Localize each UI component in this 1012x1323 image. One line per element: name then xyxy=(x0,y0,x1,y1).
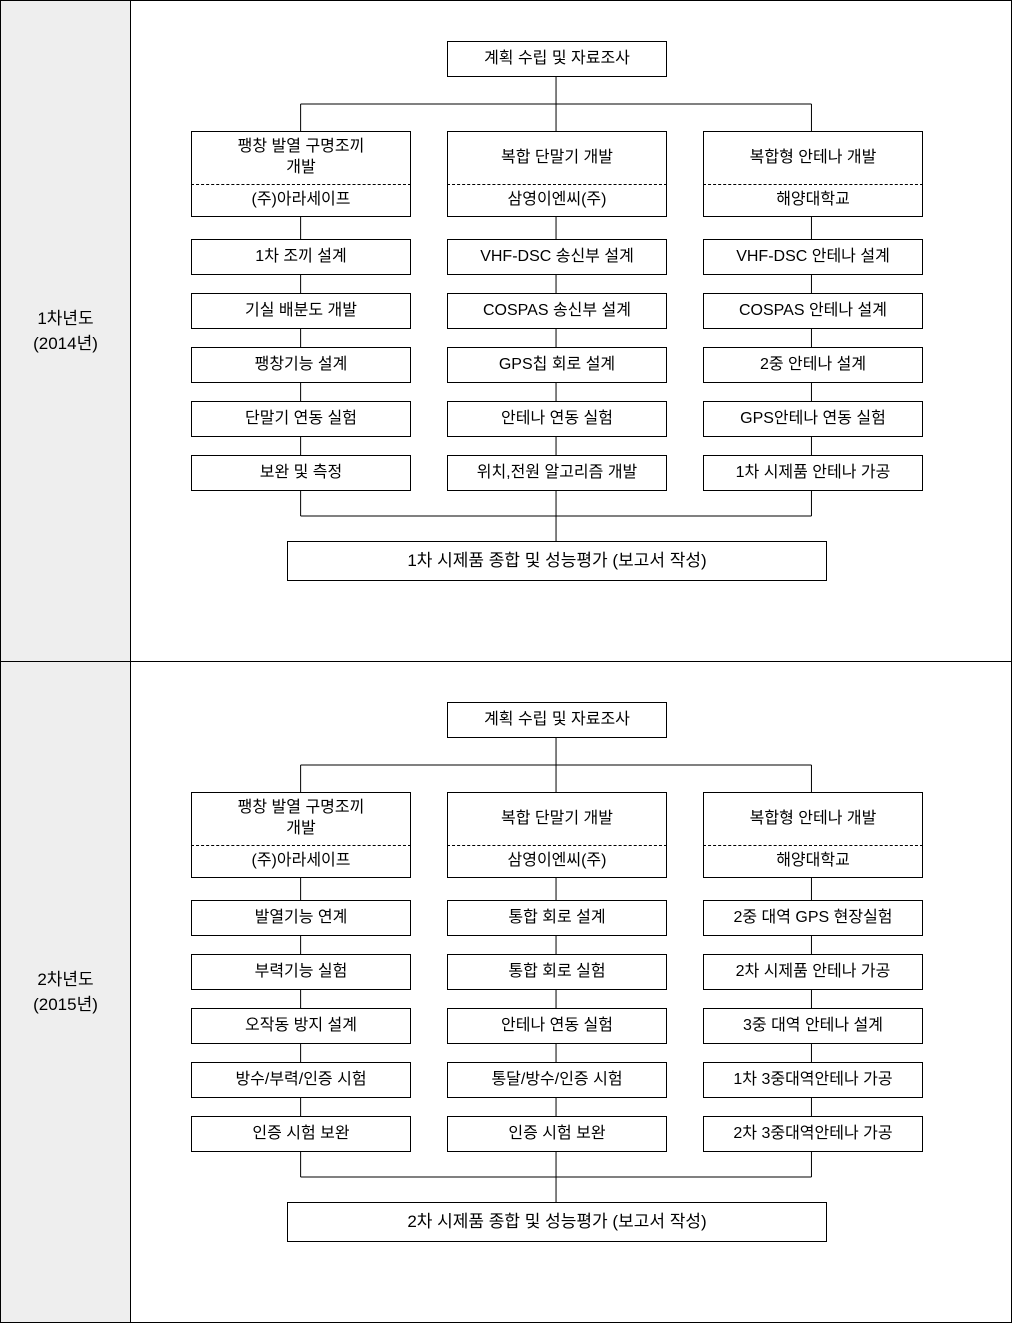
task-box: 1차 3중대역안테나 가공 xyxy=(703,1062,923,1098)
task-box: VHF-DSC 송신부 설계 xyxy=(447,239,667,275)
branch-head: 복합형 안테나 개발 xyxy=(703,792,923,846)
branch-sub: 삼영이엔씨(주) xyxy=(447,185,667,217)
task-box: 2중 안테나 설계 xyxy=(703,347,923,383)
task-box: 2차 3중대역안테나 가공 xyxy=(703,1116,923,1152)
top-title-box: 계획 수립 및 자료조사 xyxy=(447,702,667,738)
task-box: 오작동 방지 설계 xyxy=(191,1008,411,1044)
task-box: 통합 회로 설계 xyxy=(447,900,667,936)
year-label-line2: (2014년) xyxy=(33,331,98,357)
top-title-box: 계획 수립 및 자료조사 xyxy=(447,41,667,77)
task-box: 보완 및 측정 xyxy=(191,455,411,491)
diagram-cell: 계획 수립 및 자료조사팽창 발열 구명조끼 개발(주)아라세이프발열기능 연계… xyxy=(131,662,1011,1322)
task-box: 발열기능 연계 xyxy=(191,900,411,936)
branch-sub: 해양대학교 xyxy=(703,185,923,217)
task-box: 안테나 연동 실험 xyxy=(447,401,667,437)
year-label-line1: 2차년도 xyxy=(37,967,93,993)
task-box: 2차 시제품 안테나 가공 xyxy=(703,954,923,990)
year-label: 1차년도(2014년) xyxy=(1,1,131,661)
year-label-line2: (2015년) xyxy=(33,992,98,1018)
task-box: 단말기 연동 실험 xyxy=(191,401,411,437)
branch-head: 팽창 발열 구명조끼 개발 xyxy=(191,792,411,846)
task-box: GPS안테나 연동 실험 xyxy=(703,401,923,437)
branch-sub: (주)아라세이프 xyxy=(191,185,411,217)
task-box: 안테나 연동 실험 xyxy=(447,1008,667,1044)
bottom-summary-box: 1차 시제품 종합 및 성능평가 (보고서 작성) xyxy=(287,541,827,581)
task-box: COSPAS 안테나 설계 xyxy=(703,293,923,329)
branch-head: 팽창 발열 구명조끼 개발 xyxy=(191,131,411,185)
task-box: 통달/방수/인증 시험 xyxy=(447,1062,667,1098)
branch-sub: (주)아라세이프 xyxy=(191,846,411,878)
task-box: 인증 시험 보완 xyxy=(447,1116,667,1152)
branch-sub: 삼영이엔씨(주) xyxy=(447,846,667,878)
bottom-summary-box: 2차 시제품 종합 및 성능평가 (보고서 작성) xyxy=(287,1202,827,1242)
year-label: 2차년도(2015년) xyxy=(1,662,131,1322)
task-box: 통합 회로 실험 xyxy=(447,954,667,990)
task-box: 2중 대역 GPS 현장실험 xyxy=(703,900,923,936)
task-box: 팽창기능 설계 xyxy=(191,347,411,383)
task-box: 기실 배분도 개발 xyxy=(191,293,411,329)
task-box: 위치,전원 알고리즘 개발 xyxy=(447,455,667,491)
task-box: GPS칩 회로 설계 xyxy=(447,347,667,383)
diagram-container: 1차년도(2014년)계획 수립 및 자료조사팽창 발열 구명조끼 개발(주)아… xyxy=(0,0,1012,1323)
branch-sub: 해양대학교 xyxy=(703,846,923,878)
task-box: 부력기능 실험 xyxy=(191,954,411,990)
branch-head: 복합형 안테나 개발 xyxy=(703,131,923,185)
year-row-2: 2차년도(2015년)계획 수립 및 자료조사팽창 발열 구명조끼 개발(주)아… xyxy=(1,662,1011,1322)
task-box: 1차 조끼 설계 xyxy=(191,239,411,275)
task-box: VHF-DSC 안테나 설계 xyxy=(703,239,923,275)
year-label-line1: 1차년도 xyxy=(37,306,93,332)
task-box: 1차 시제품 안테나 가공 xyxy=(703,455,923,491)
branch-head: 복합 단말기 개발 xyxy=(447,792,667,846)
year-row-1: 1차년도(2014년)계획 수립 및 자료조사팽창 발열 구명조끼 개발(주)아… xyxy=(1,1,1011,662)
branch-head: 복합 단말기 개발 xyxy=(447,131,667,185)
task-box: 인증 시험 보완 xyxy=(191,1116,411,1152)
diagram-cell: 계획 수립 및 자료조사팽창 발열 구명조끼 개발(주)아라세이프 1차 조끼 설… xyxy=(131,1,1011,661)
task-box: 3중 대역 안테나 설계 xyxy=(703,1008,923,1044)
task-box: 방수/부력/인증 시험 xyxy=(191,1062,411,1098)
task-box: COSPAS 송신부 설계 xyxy=(447,293,667,329)
